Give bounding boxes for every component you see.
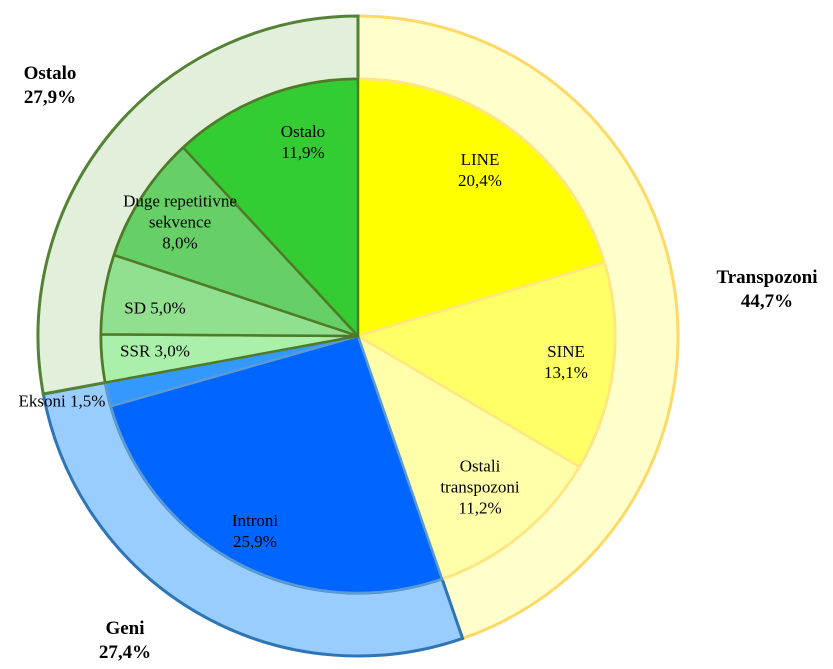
slice-name: Eksoni	[18, 391, 66, 411]
inner-slice	[356, 77, 606, 338]
inner-label: Ostalo 11,9%	[258, 121, 348, 163]
slice-name: Duge repetitivne sekvence	[123, 191, 237, 232]
slice-name: SINE	[547, 342, 585, 361]
slice-name: SSR	[120, 341, 151, 361]
slice-value: 5,0%	[150, 298, 186, 318]
slice-value: 44,7%	[740, 291, 794, 312]
slice-name: Ostalo	[280, 122, 326, 141]
outer-label: Ostalo 27,9%	[0, 62, 100, 110]
inner-label: SD 5,0%	[124, 298, 185, 319]
inner-label: SSR 3,0%	[120, 341, 190, 362]
inner-label: LINE 20,4%	[430, 149, 530, 191]
slice-value: 8,0%	[162, 233, 198, 253]
slice-name: LINE	[460, 150, 500, 169]
inner-slice	[354, 261, 617, 469]
inner-slice	[181, 77, 360, 340]
slice-value: 11,2%	[458, 498, 502, 518]
inner-label: Ostali transpozoni 11,2%	[425, 456, 535, 519]
outer-label: Geni 27,4%	[85, 617, 165, 665]
slice-name: SD	[124, 298, 147, 318]
slice-name: Transpozoni	[716, 267, 818, 288]
slice-value: 1,5%	[70, 391, 106, 411]
slice-name: Ostali transpozoni	[440, 456, 520, 497]
slice-name: Introni	[231, 511, 279, 530]
slice-name: Ostalo	[23, 63, 77, 84]
slice-value: 27,9%	[23, 87, 77, 108]
inner-slice	[109, 334, 444, 595]
inner-label: Introni 25,9%	[210, 510, 300, 552]
inner-label: SINE 13,1%	[521, 341, 611, 383]
slice-value: 25,9%	[233, 532, 277, 551]
slice-value: 13,1%	[544, 363, 588, 382]
slice-value: 27,4%	[98, 642, 152, 663]
inner-label: Eksoni 1,5%	[19, 391, 106, 412]
slice-value: 20,4%	[458, 171, 502, 190]
slice-name: Geni	[105, 618, 145, 639]
slice-value: 11,9%	[281, 143, 325, 162]
inner-slice	[112, 145, 359, 338]
inner-label: Duge repetitivne sekvence 8,0%	[110, 191, 250, 254]
inner-slice	[355, 333, 581, 581]
slice-value: 3,0%	[154, 341, 190, 361]
outer-label: Transpozoni 44,7%	[707, 266, 827, 314]
